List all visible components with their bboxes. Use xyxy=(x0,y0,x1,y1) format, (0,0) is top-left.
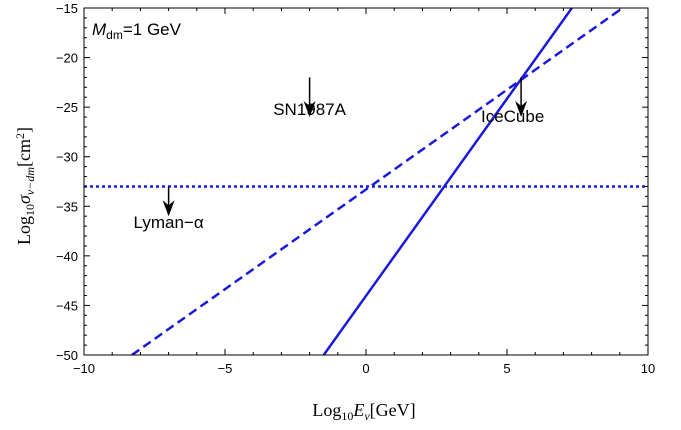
y-tick-label: −50 xyxy=(56,348,78,363)
y-tick-label: −45 xyxy=(56,298,78,313)
x-tick-label: −10 xyxy=(73,361,95,376)
arrow-icon-sn1987a xyxy=(303,101,316,118)
y-tick-label: −15 xyxy=(56,1,78,16)
plot-frame xyxy=(83,7,649,356)
x-tick-label: 5 xyxy=(503,361,510,376)
mass-label: Mdm=1 GeV xyxy=(92,20,182,42)
series-line-dashed xyxy=(131,8,624,355)
annotations: SN1987A IceCube Lyman−α xyxy=(134,77,544,232)
arrow-icon-lyman xyxy=(162,200,175,217)
series-line-solid xyxy=(322,8,573,355)
y-tick-label: −40 xyxy=(56,249,78,264)
arrow-icon-icecube xyxy=(515,101,528,118)
x-tick-label: −5 xyxy=(218,361,233,376)
annotation-icecube: IceCube xyxy=(481,107,544,126)
y-tick-label: −20 xyxy=(56,51,78,66)
y-tick-label: −25 xyxy=(56,100,78,115)
x-tick-label: 0 xyxy=(362,361,369,376)
y-tick-label: −35 xyxy=(56,199,78,214)
y-axis-label: Log10σν−dm[cm2] xyxy=(13,127,37,245)
x-axis-label: Log10Eν[GeV] xyxy=(312,400,415,423)
x-tick-label: 10 xyxy=(641,361,655,376)
axis-ticks: −10 −5 0 5 10−50−45−40−35−30−25−20−15 xyxy=(56,1,655,376)
annotation-sn1987a: SN1987A xyxy=(273,100,346,119)
y-tick-label: −30 xyxy=(56,150,78,165)
annotation-lyman: Lyman−α xyxy=(134,213,204,232)
series-lines xyxy=(84,8,648,355)
